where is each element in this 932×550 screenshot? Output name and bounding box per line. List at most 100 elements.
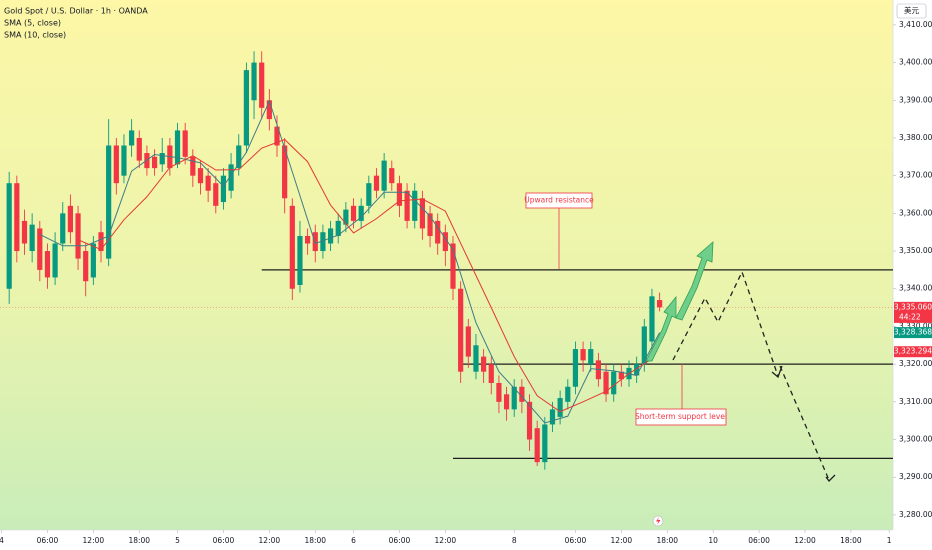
candle-body — [649, 296, 655, 342]
y-tick-label: 3,410.00 — [899, 20, 932, 29]
candle-body — [297, 235, 303, 285]
x-tick-label: 06:00 — [389, 536, 411, 545]
y-tick-label: 3,340.00 — [899, 284, 932, 293]
candle-body — [580, 349, 586, 361]
candle-body — [473, 345, 479, 372]
y-tick-label: 3,300.00 — [899, 435, 932, 444]
x-tick-label: 10 — [708, 536, 718, 545]
candle-body — [67, 205, 73, 233]
candle-body — [419, 198, 425, 229]
candle-body — [366, 183, 372, 206]
candle-body — [458, 288, 464, 372]
candle-body — [21, 220, 28, 244]
price-tag — [894, 346, 932, 358]
dashed-path — [779, 365, 830, 481]
candle-body — [511, 386, 517, 410]
candle-body — [44, 251, 51, 278]
candle-body — [565, 386, 571, 402]
currency: 美元 — [904, 5, 919, 15]
time-axis-background — [0, 530, 893, 550]
annotation-text: Upward resistance — [524, 196, 594, 205]
candle-body — [60, 213, 66, 244]
candle-body — [389, 168, 395, 184]
candle-body — [220, 175, 227, 203]
candle-body — [312, 232, 318, 252]
candle-body — [603, 371, 609, 395]
candle-body — [350, 205, 357, 221]
candle-body — [98, 232, 104, 252]
candle-body — [450, 243, 456, 289]
candle-body — [404, 190, 410, 221]
x-tick-label: 12:00 — [259, 536, 281, 545]
candle-body — [542, 424, 548, 463]
sma-line — [77, 138, 653, 413]
x-tick-label: 12:00 — [611, 536, 633, 545]
candle-body — [129, 130, 135, 146]
candle-body — [572, 349, 579, 387]
legend-label: SMA (10, close) — [4, 31, 66, 40]
candle-body — [549, 409, 556, 425]
y-tick-label: 3,310.00 — [899, 397, 932, 406]
x-tick-label: 06:00 — [213, 536, 235, 545]
candle-body — [526, 401, 533, 440]
candle-body — [6, 183, 12, 289]
y-tick-label: 3,360.00 — [899, 208, 932, 217]
candle-body — [282, 145, 288, 199]
candle-body — [381, 160, 387, 191]
candle-body — [174, 130, 181, 165]
dashed-path — [672, 270, 779, 377]
dashed-path — [771, 365, 783, 379]
candle-body — [182, 130, 188, 157]
candle-body — [305, 235, 311, 244]
candle-body — [427, 213, 433, 236]
y-tick-label: 3,350.00 — [899, 246, 932, 255]
candle-body — [213, 183, 219, 206]
y-tick-label: 3,380.00 — [899, 133, 932, 142]
y-tick-label: 3,400.00 — [899, 58, 932, 67]
candle-body — [190, 156, 196, 176]
x-tick-label: 8 — [512, 536, 517, 545]
candle-body — [121, 145, 127, 176]
annotation-box — [635, 408, 727, 426]
candle-body — [488, 364, 494, 383]
price-axis-background — [893, 0, 932, 550]
y-tick-label: 3,290.00 — [899, 472, 932, 481]
candle-body — [442, 232, 448, 252]
candle-body — [197, 168, 204, 184]
x-tick-label: 12:00 — [794, 536, 816, 545]
projection — [645, 241, 836, 482]
x-tick-label: 1 — [887, 536, 892, 545]
x-tick-label: 12:00 — [83, 536, 105, 545]
plot-background — [0, 0, 893, 530]
x-tick-label: 12:00 — [435, 536, 457, 545]
candle-body — [90, 243, 96, 278]
price-tag — [894, 327, 932, 339]
dashed-path — [825, 474, 836, 482]
chart-title: Gold Spot / U.S. Dollar · 1h · OANDA — [4, 7, 148, 16]
candle-body — [611, 371, 617, 395]
candle-body — [14, 183, 20, 252]
candle-body — [358, 205, 364, 221]
x-tick-label: 18:00 — [656, 536, 678, 545]
candle-body — [251, 62, 257, 101]
y-tick-label: 3,330.00 — [899, 321, 932, 330]
event-icon — [656, 517, 661, 525]
candle-body — [243, 70, 249, 146]
candle-body — [496, 382, 502, 402]
candle-body — [588, 349, 594, 365]
candle-body — [274, 126, 280, 146]
candle-body — [634, 364, 640, 376]
currency-box — [896, 3, 927, 19]
candle-body — [503, 394, 510, 410]
candle-body — [136, 137, 142, 161]
candle-body — [29, 224, 35, 252]
candle-body — [236, 145, 242, 169]
legend-label: SMA (5, close) — [4, 19, 61, 28]
candle-body — [557, 398, 563, 417]
x-tick-label: 06:00 — [37, 536, 59, 545]
countdown: 44:22 — [899, 312, 921, 321]
candle-body — [641, 326, 647, 365]
candle-body — [37, 228, 43, 270]
candle-body — [205, 175, 211, 191]
